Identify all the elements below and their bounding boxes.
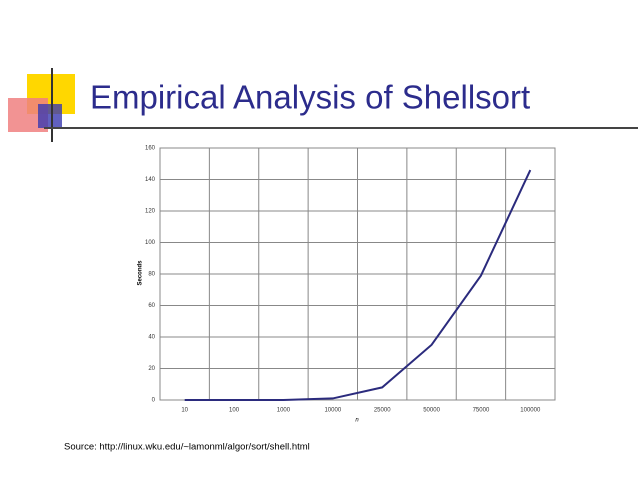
x-tick-label: 100000 (520, 408, 541, 414)
y-axis-label: Seconds (138, 260, 144, 286)
x-tick-label: 25000 (374, 408, 391, 414)
x-tick-label: 1000 (277, 408, 291, 414)
x-tick-label: 100 (229, 408, 240, 414)
x-axis-label: n (355, 418, 359, 424)
y-tick-label: 80 (148, 272, 155, 278)
slide-title: Empirical Analysis of Shellsort (90, 79, 530, 116)
y-tick-label: 0 (152, 398, 156, 404)
y-tick-label: 160 (145, 146, 156, 152)
x-tick-label: 75000 (473, 408, 490, 414)
y-tick-label: 100 (145, 240, 156, 246)
x-tick-label: 50000 (423, 408, 440, 414)
deco-blue (38, 104, 62, 128)
y-tick-label: 120 (145, 209, 156, 215)
y-tick-label: 20 (148, 366, 155, 372)
y-tick-label: 40 (148, 335, 155, 341)
y-tick-label: 140 (145, 177, 156, 183)
data-line (184, 169, 532, 401)
y-tick-label: 60 (148, 303, 155, 309)
source-note: Source: http://linux.wku.edu/~lamonml/al… (64, 442, 310, 453)
x-tick-label: 10000 (324, 408, 341, 414)
x-tick-label: 10 (181, 408, 188, 414)
